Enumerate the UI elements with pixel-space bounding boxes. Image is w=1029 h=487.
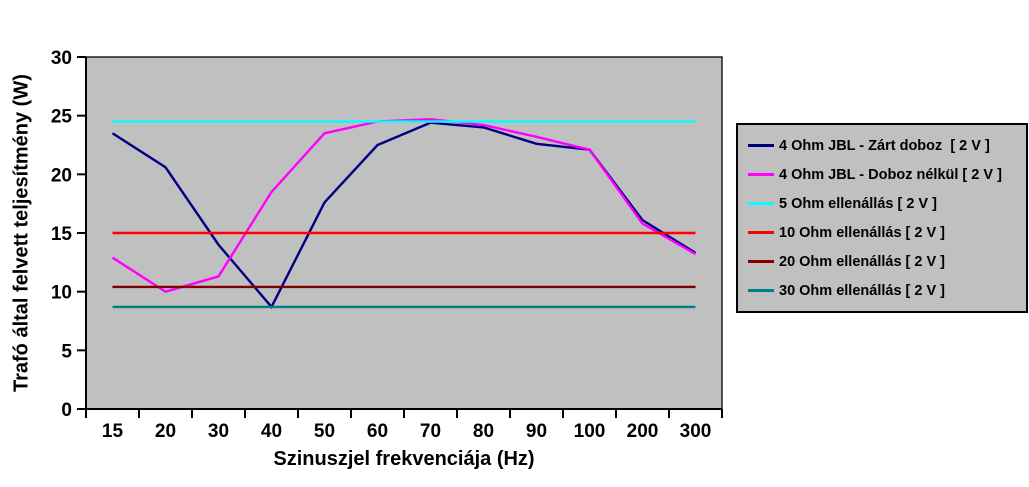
legend-item: 4 Ohm JBL - Zárt doboz [ 2 V ] [748, 138, 1024, 154]
x-tick-label: 90 [526, 421, 547, 442]
legend-item-label: 4 Ohm JBL - Doboz nélkül [ 2 V ] [779, 166, 1002, 183]
y-tick-label: 30 [51, 48, 72, 69]
legend-item: 20 Ohm ellenállás [ 2 V ] [748, 254, 1024, 270]
legend-line-swatch [748, 202, 774, 205]
x-tick-label: 30 [208, 421, 229, 442]
legend-item-label: 30 Ohm ellenállás [ 2 V ] [779, 282, 946, 299]
x-tick-label: 20 [155, 421, 176, 442]
legend-item: 5 Ohm ellenállás [ 2 V ] [748, 196, 1024, 212]
legend-line-swatch [748, 173, 774, 176]
legend-line-swatch [748, 144, 774, 147]
x-tick-label: 60 [367, 421, 388, 442]
legend-line-swatch [748, 231, 774, 234]
y-tick-label: 10 [51, 283, 72, 304]
x-tick-label: 15 [102, 421, 124, 442]
legend-item: 4 Ohm JBL - Doboz nélkül [ 2 V ] [748, 167, 1024, 183]
legend-line-swatch [748, 260, 774, 263]
y-tick-label: 25 [51, 107, 73, 128]
legend-line-swatch [748, 289, 774, 292]
y-axis-title: Trafó által felvett teljesítmény (W) [10, 74, 33, 392]
x-tick-label: 40 [261, 421, 282, 442]
x-tick-label: 300 [680, 421, 712, 442]
legend-item-label: 5 Ohm ellenállás [ 2 V ] [779, 195, 937, 212]
legend-item: 10 Ohm ellenállás [ 2 V ] [748, 225, 1024, 241]
legend-item-label: 10 Ohm ellenállás [ 2 V ] [779, 224, 946, 241]
legend-item: 30 Ohm ellenállás [ 2 V ] [748, 283, 1024, 299]
legend-item-label: 20 Ohm ellenállás [ 2 V ] [779, 253, 946, 270]
x-tick-label: 70 [420, 421, 441, 442]
y-tick-label: 15 [51, 224, 73, 245]
x-tick-label: 50 [314, 421, 335, 442]
x-tick-label: 80 [473, 421, 494, 442]
legend: 4 Ohm JBL - Zárt doboz [ 2 V ] 4 Ohm JBL … [736, 123, 1028, 313]
y-tick-label: 20 [51, 165, 72, 186]
y-tick-label: 0 [61, 400, 72, 421]
legend-item-label: 4 Ohm JBL - Zárt doboz [ 2 V ] [779, 137, 990, 154]
x-tick-label: 200 [627, 421, 659, 442]
x-tick-label: 100 [574, 421, 606, 442]
x-axis-title: Szinuszjel frekvenciája (Hz) [273, 448, 535, 470]
y-tick-label: 5 [61, 341, 72, 362]
